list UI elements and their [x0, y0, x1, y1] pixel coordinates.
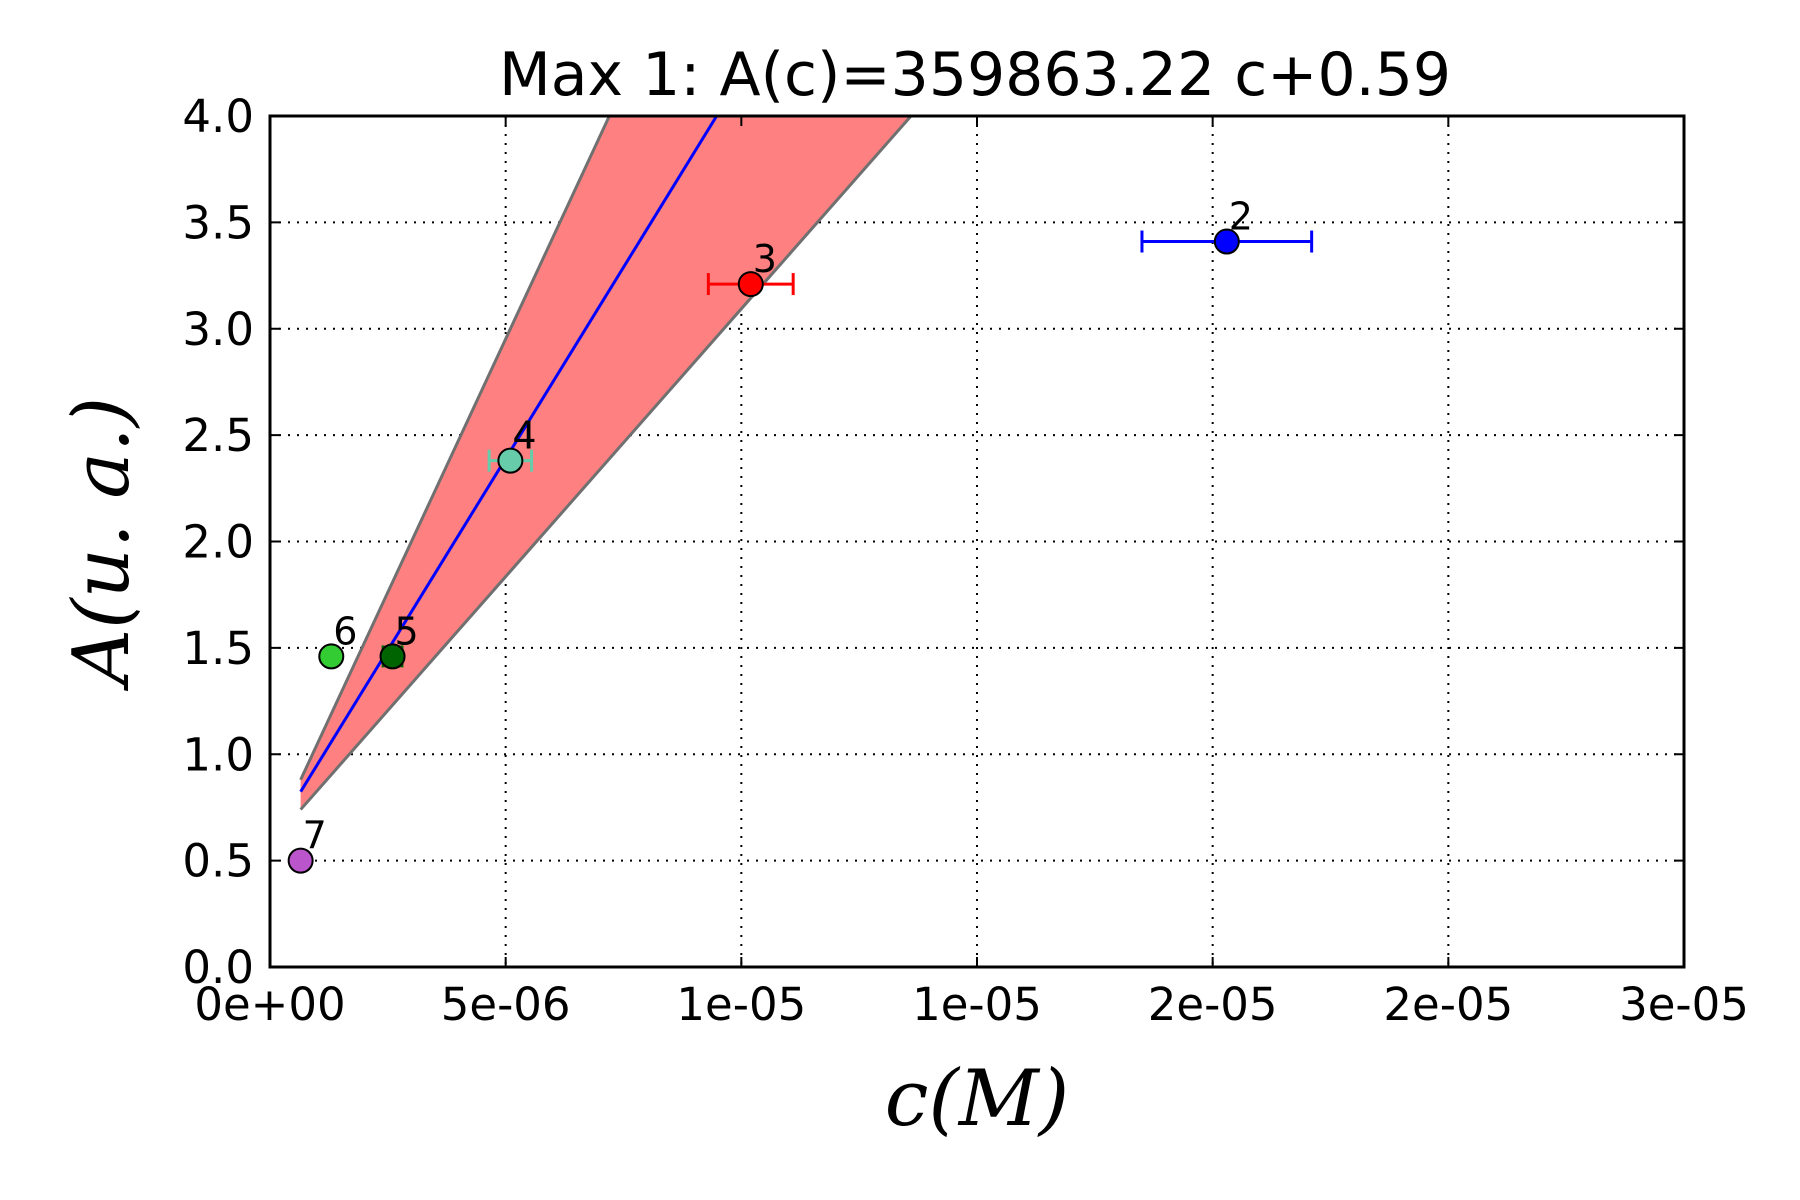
y-axis-label: A(u. a.) [57, 397, 147, 691]
axis-ticks: 0e+00 5e-06 1e-05 1e-05 2e-05 2e-05 3e-05 0.0 0.… [182, 90, 1748, 1031]
y-tick-label: 3.5 [182, 196, 254, 249]
y-tick-label: 2.5 [182, 409, 254, 462]
band-lower-edge [299, 116, 913, 811]
data-point-6: 6 [318, 609, 357, 670]
y-tick-label: 1.5 [182, 622, 254, 675]
data-point-label: 4 [512, 414, 536, 458]
data-point-label: 5 [395, 609, 419, 653]
data-point-marker [379, 643, 406, 670]
data-point-marker [497, 447, 524, 474]
data-points: 2 3 4 56 7 [287, 195, 1314, 874]
x-tick-label: 3e-05 [1619, 978, 1749, 1031]
chart-title: Max 1: A(c)=359863.22 c+0.59 [499, 40, 1451, 110]
y-tick-label: 4.0 [182, 90, 254, 143]
data-point-label: 2 [1229, 195, 1253, 239]
data-point-5: 5 [379, 609, 419, 670]
data-point-label: 3 [753, 237, 777, 281]
y-tick-label: 1.0 [182, 728, 254, 781]
data-point-marker [737, 271, 764, 298]
x-tick-label: 1e-05 [676, 978, 806, 1031]
data-point-4: 4 [487, 414, 537, 474]
data-point-marker [287, 847, 314, 874]
y-tick-label: 3.0 [182, 303, 254, 356]
x-axis-label: c(M) [885, 1054, 1069, 1144]
band-upper-edge [299, 116, 611, 781]
confidence-band [299, 116, 913, 811]
x-tick-label: 2e-05 [1148, 978, 1278, 1031]
data-point-2: 2 [1140, 195, 1314, 255]
x-tick-label: 1e-05 [912, 978, 1042, 1031]
data-point-marker [318, 643, 345, 670]
y-tick-label: 0.5 [182, 835, 254, 888]
data-point-label: 6 [333, 609, 357, 653]
data-point-7: 7 [287, 814, 327, 874]
x-tick-label: 0e+00 [194, 978, 345, 1031]
y-tick-label: 2.0 [182, 516, 254, 569]
x-tick-label: 2e-05 [1383, 978, 1513, 1031]
y-tick-label: 0.0 [182, 941, 254, 994]
data-point-label: 7 [303, 814, 327, 858]
data-point-3: 3 [706, 237, 795, 298]
data-point-marker [1213, 228, 1240, 255]
x-tick-label: 5e-06 [441, 978, 571, 1031]
